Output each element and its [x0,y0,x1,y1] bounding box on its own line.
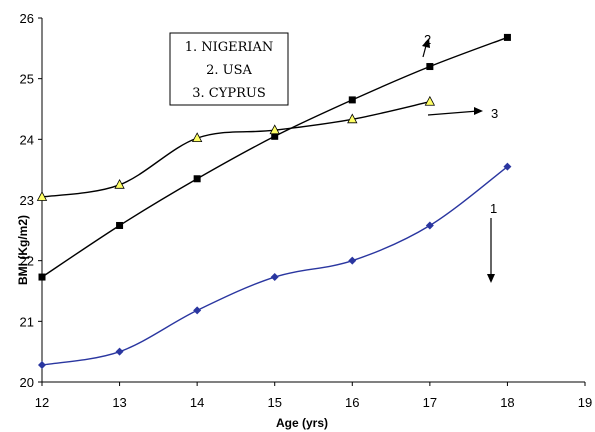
x-tick-label: 12 [35,395,49,410]
series-1-arrow [487,218,495,283]
series-1-point [425,221,434,230]
series-2-point [271,132,279,140]
series-1-point [348,256,357,265]
x-tick-label: 13 [112,395,126,410]
y-tick-label: 21 [20,314,34,329]
y-tick-label: 23 [20,193,34,208]
legend-entry-nigerian: 1. NIGERIAN [185,40,274,55]
series-1-point [38,361,46,370]
series-3 [36,95,436,201]
series-3-line [41,101,431,198]
series-3-point [347,113,358,124]
x-tick-labels: 12 13 14 15 16 17 18 19 [35,382,592,410]
legend-box [169,32,289,106]
x-tick-label: 17 [423,395,437,410]
series-2-point [193,175,201,183]
series-tag-3: 3 [491,106,498,121]
y-tick-labels: 20 21 22 23 24 25 26 [20,11,42,390]
y-tick-label: 20 [20,375,34,390]
y-tick-label: 24 [20,132,34,147]
x-tick-label: 18 [500,395,514,410]
legend-entry-usa: 2. USA [206,63,252,78]
series-1-line [41,166,508,366]
series-3-point [424,95,436,106]
series-3-arrow [427,107,483,116]
legend: 1. NIGERIAN 2. USA 3. CYPRUS [169,32,289,106]
series-2-point [426,63,434,71]
series-tag-2: 2 [424,32,431,47]
series-tag-1: 1 [490,201,497,216]
axes [41,18,585,383]
series-2 [38,33,511,281]
series-1-point [193,306,202,315]
series-3-point [36,191,48,201]
y-tick-label: 26 [20,11,34,26]
x-tick-label: 16 [345,395,359,410]
series-2-point [116,221,124,229]
series-1-point [270,273,279,282]
series-1-point [115,347,124,356]
x-tick-label: 15 [267,395,281,410]
legend-entry-cyprus: 3. CYPRUS [192,86,265,101]
y-tick-label: 25 [20,72,34,87]
series-2-point [503,33,511,41]
series-3-point [191,132,203,143]
series-3-point [269,124,280,135]
y-tick-label: 22 [20,254,34,269]
series-2-arrow [422,38,430,58]
series-layer [36,33,512,370]
series-2-point [38,273,46,281]
series-1 [38,162,512,370]
x-tick-label: 19 [578,395,592,410]
series-3-point [114,178,125,189]
series-1-point [503,162,512,171]
x-axis-label: Age (yrs) [276,416,328,430]
y-axis-label: BMI (Kg/m2) [16,215,30,285]
x-tick-label: 14 [190,395,204,410]
series-2-point [348,96,356,104]
